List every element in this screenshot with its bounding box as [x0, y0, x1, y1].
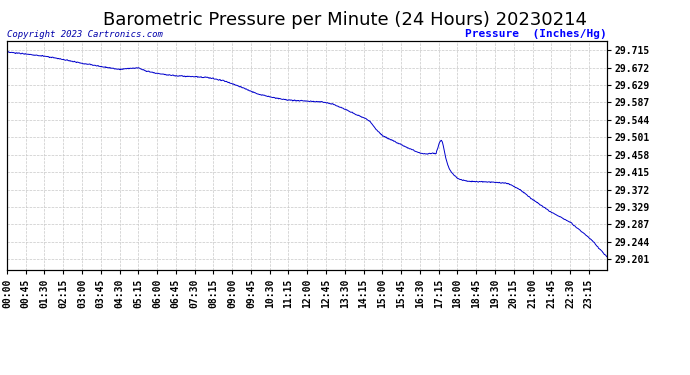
Text: Barometric Pressure per Minute (24 Hours) 20230214: Barometric Pressure per Minute (24 Hours… — [103, 11, 587, 29]
Text: Copyright 2023 Cartronics.com: Copyright 2023 Cartronics.com — [7, 30, 163, 39]
Text: Pressure  (Inches/Hg): Pressure (Inches/Hg) — [466, 29, 607, 39]
